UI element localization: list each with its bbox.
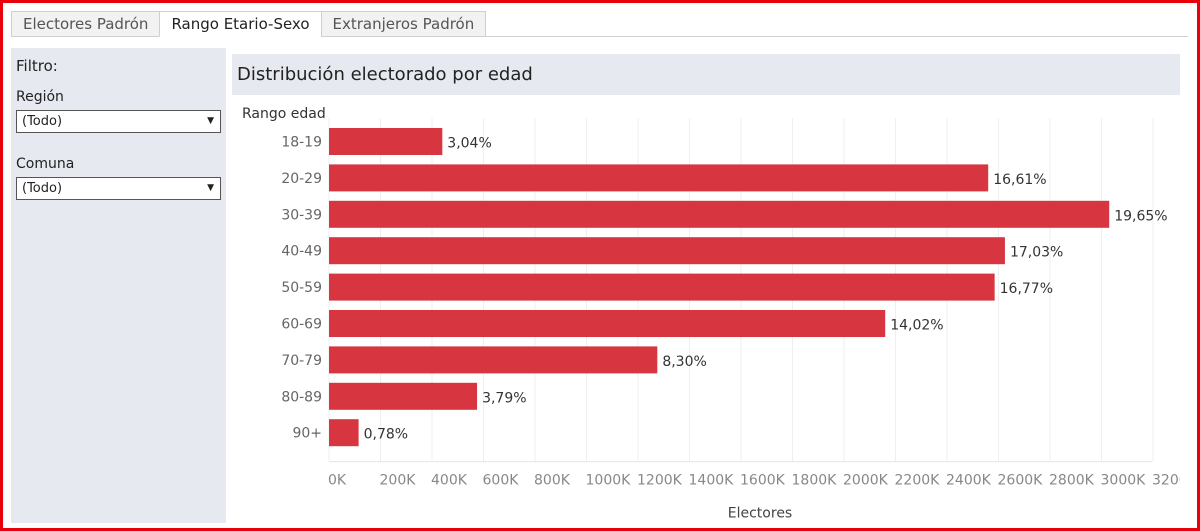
category-label: 60-69: [281, 317, 322, 333]
data-label: 17,03%: [1010, 245, 1063, 261]
data-label: 3,79%: [482, 390, 526, 406]
category-label: 80-89: [281, 389, 322, 405]
bar-18-19: [329, 128, 443, 155]
data-label: 8,30%: [662, 354, 706, 370]
category-label: 30-39: [281, 207, 322, 223]
x-axis-title: Electores: [728, 506, 792, 522]
region-select[interactable]: (Todo) ▼: [16, 110, 221, 133]
x-tick-label: 1600K: [740, 473, 786, 489]
data-label: 16,61%: [993, 172, 1046, 188]
chart-area: Rango edad 18-19 3,04% 20-29 16,61% 30-39 19,6…: [232, 96, 1198, 526]
category-label: 18-19: [281, 135, 322, 151]
tab-bar: Electores Padrón Rango Etario-Sexo Extra…: [11, 11, 487, 37]
comuna-label: Comuna: [16, 156, 75, 172]
bar-50-59: [329, 273, 995, 301]
category-label: 40-49: [281, 244, 322, 260]
bar-60-69: [329, 310, 886, 337]
x-tick-label: 800K: [534, 473, 571, 489]
dropdown-arrow-icon: ▼: [207, 183, 214, 193]
region-select-value: (Todo): [22, 114, 63, 129]
x-tick-label: 2000K: [843, 473, 889, 489]
x-tick-label: 600K: [483, 473, 520, 489]
category-label: 70-79: [281, 353, 322, 369]
comuna-select[interactable]: (Todo) ▼: [16, 177, 221, 200]
category-label: 90+: [292, 426, 322, 442]
age-distribution-chart: Rango edad 18-19 3,04% 20-29 16,61% 30-39 19,6…: [242, 106, 1198, 522]
x-tick-label: 1200K: [637, 473, 683, 489]
filter-title: Filtro:: [16, 57, 58, 75]
x-tick-label: 2200K: [895, 473, 941, 489]
filter-sidebar: Filtro: Región (Todo) ▼ Comuna (Todo) ▼: [11, 48, 226, 523]
category-label: 20-29: [281, 171, 322, 187]
bar-20-29: [329, 164, 989, 192]
bar-30-39: [329, 200, 1110, 228]
x-tick-label: 3000K: [1101, 473, 1147, 489]
data-label: 0,78%: [364, 427, 408, 443]
x-tick-label: 200K: [380, 473, 417, 489]
x-tick-label: 400K: [431, 473, 468, 489]
comuna-select-value: (Todo): [22, 181, 63, 196]
bar-90+: [329, 419, 359, 447]
bar-40-49: [329, 237, 1005, 265]
tab-electores-padron[interactable]: Electores Padrón: [11, 11, 160, 37]
x-tick-label: 3200K: [1152, 473, 1180, 489]
data-label: 14,02%: [890, 318, 943, 334]
chart-header: Distribución electorado por edad: [232, 54, 1180, 95]
x-tick-label: 2600K: [998, 473, 1044, 489]
bar-80-89: [329, 382, 478, 410]
data-label: 19,65%: [1114, 208, 1167, 224]
tab-rango-etario-sexo[interactable]: Rango Etario-Sexo: [159, 11, 321, 37]
x-tick-label: 1400K: [689, 473, 735, 489]
data-label: 3,04%: [447, 136, 491, 152]
dropdown-arrow-icon: ▼: [207, 116, 214, 126]
region-label: Región: [16, 89, 64, 105]
y-axis-header: Rango edad: [242, 106, 326, 122]
category-label: 50-59: [281, 280, 322, 296]
x-tick-label: 1000K: [586, 473, 632, 489]
x-tick-label: 2800K: [1049, 473, 1095, 489]
chart-title: Distribución electorado por edad: [237, 64, 533, 85]
tab-divider: [478, 36, 1188, 37]
bar-70-79: [329, 346, 658, 374]
x-tick-label: 0K: [328, 473, 347, 489]
tab-extranjeros-padron[interactable]: Extranjeros Padrón: [320, 11, 487, 37]
data-label: 16,77%: [1000, 281, 1053, 297]
x-tick-label: 2400K: [946, 473, 992, 489]
x-tick-label: 1800K: [792, 473, 838, 489]
